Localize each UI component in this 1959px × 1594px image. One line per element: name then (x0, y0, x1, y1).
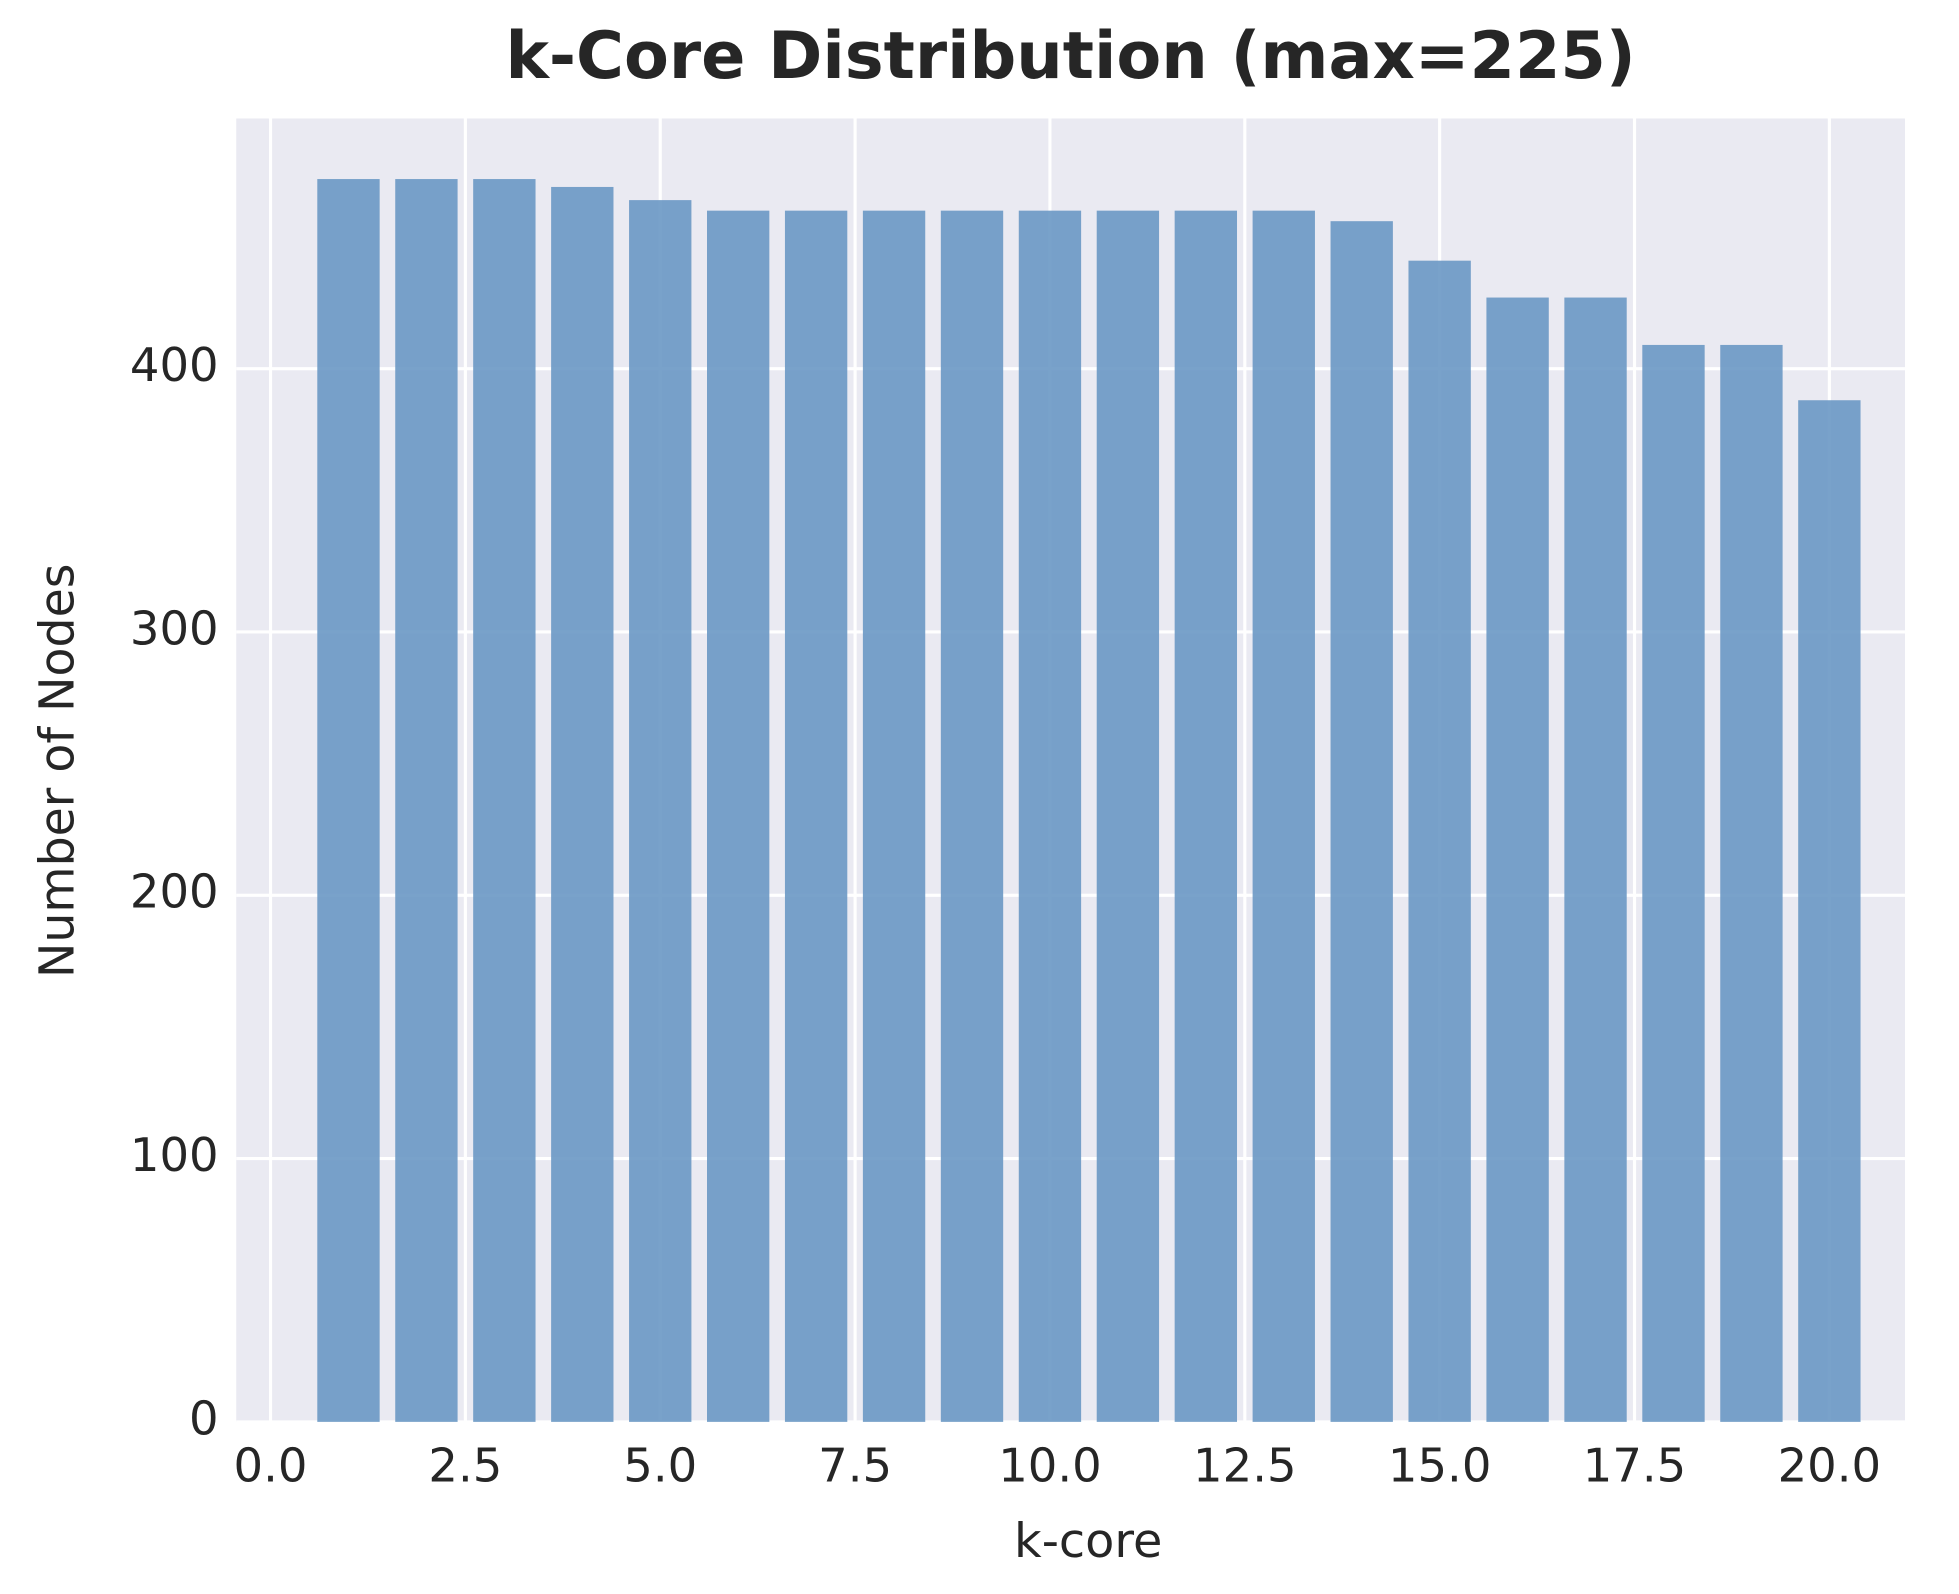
y-tick-label: 100 (130, 1128, 219, 1182)
bar (317, 179, 380, 1422)
bar (1096, 210, 1160, 1422)
chart-title: k-Core Distribution (max=225) (505, 19, 1635, 94)
bar (1564, 297, 1627, 1422)
bar (1798, 400, 1861, 1422)
y-tick-label: 0 (189, 1391, 219, 1445)
bar (395, 179, 458, 1422)
x-tick-label: 12.5 (1193, 1439, 1297, 1493)
bar (707, 210, 770, 1422)
bar (784, 210, 848, 1422)
bar (940, 210, 1004, 1422)
x-tick-label: 0.0 (234, 1439, 308, 1493)
x-tick-label: 17.5 (1583, 1439, 1687, 1493)
x-axis-label: k-core (1014, 1514, 1162, 1569)
bar (1642, 344, 1705, 1422)
y-tick-label: 300 (130, 602, 219, 656)
bar (551, 186, 614, 1422)
bar (1018, 210, 1082, 1422)
bar (1408, 260, 1471, 1422)
y-tick-label: 400 (130, 338, 219, 392)
bar (629, 200, 692, 1422)
x-tick-label: 15.0 (1388, 1439, 1492, 1493)
bar (473, 179, 536, 1422)
bar (1720, 344, 1783, 1422)
bars (317, 179, 1861, 1422)
x-tick-label: 5.0 (623, 1439, 697, 1493)
bar (1174, 210, 1238, 1422)
bar (1486, 297, 1549, 1422)
y-tick-label: 200 (130, 865, 219, 919)
labels: 0 100 200 300 400 0.0 2.5 5.0 7.5 10.0 12.5 15.0 17.… (130, 338, 1881, 1492)
x-tick-label: 20.0 (1778, 1439, 1882, 1493)
bar (862, 210, 926, 1422)
x-tick-label: 10.0 (998, 1439, 1102, 1493)
x-tick-label: 7.5 (818, 1439, 892, 1493)
x-tick-label: 2.5 (428, 1439, 502, 1493)
bar (1330, 221, 1393, 1422)
y-axis-label: Number of Nodes (30, 564, 85, 979)
bar (1252, 210, 1315, 1422)
